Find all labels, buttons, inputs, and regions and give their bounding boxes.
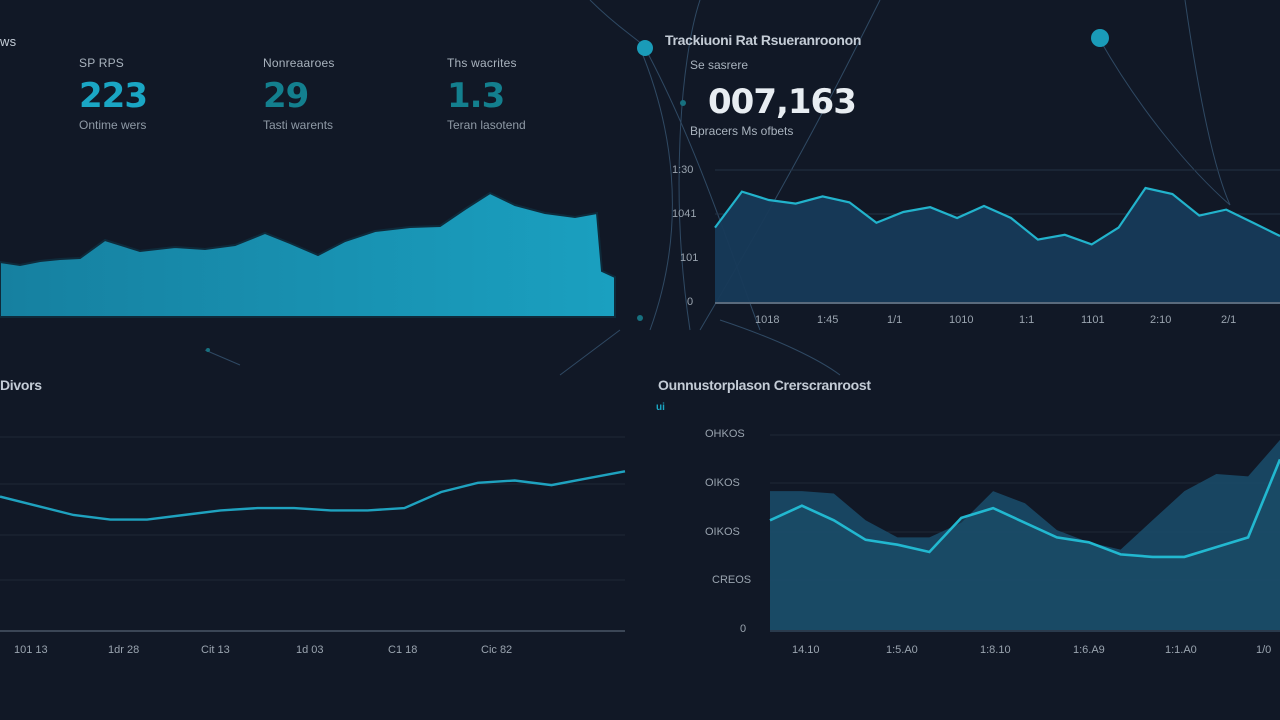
x-tick: 2/1	[1221, 314, 1237, 326]
x-tick: 1dr 28	[108, 644, 140, 656]
kpi-sub: Ontime wers	[79, 118, 147, 132]
kpi-sub: Teran lasotend	[447, 118, 526, 132]
y-tick: 1041	[672, 208, 697, 220]
x-tick: C1 18	[388, 644, 418, 656]
legend-marker: ui	[656, 402, 665, 413]
y-tick: 1:30	[672, 164, 694, 176]
y-tick: CREOS	[712, 574, 752, 586]
x-tick: 1/1	[887, 314, 903, 326]
kpi-label: SP RPS	[79, 56, 124, 70]
kpi-value: 1.3	[447, 76, 505, 116]
x-tick: 1:1	[1019, 314, 1035, 326]
panel-title: Ounnustorplason Crerscranroost	[658, 377, 871, 393]
x-tick: 1:8.10	[980, 644, 1011, 656]
x-tick: Cic 82	[481, 644, 513, 656]
x-tick: 14.10	[792, 644, 820, 656]
x-tick: 2:10	[1150, 314, 1172, 326]
kpi-label: Ths wacrites	[447, 56, 517, 70]
kpi-label: Nonreaaroes	[263, 56, 335, 70]
y-tick: 0	[740, 623, 747, 635]
kpi-card: SP RPS 223 Ontime wers	[79, 56, 148, 132]
node-dot	[637, 40, 653, 56]
x-tick: 1010	[949, 314, 974, 326]
x-tick: 1d 03	[296, 644, 324, 656]
y-tick: OIKOS	[705, 526, 740, 538]
x-tick: 1:45	[817, 314, 839, 326]
x-tick: 1018	[755, 314, 780, 326]
y-tick: 0	[687, 296, 694, 308]
node-dot	[637, 315, 643, 321]
headline-sub-label: Bpracers Ms ofbets	[690, 124, 794, 138]
kpi-card: Ths wacrites 1.3 Teran lasotend	[447, 56, 526, 132]
kpi-card: Nonreaaroes 29 Tasti warents	[263, 56, 335, 132]
panel-corner-label: ws	[0, 34, 17, 49]
x-tick: 1101	[1081, 314, 1105, 326]
kpi-value: 29	[263, 76, 309, 116]
node-dot	[680, 100, 686, 106]
x-tick: 1:5.A0	[886, 644, 918, 656]
x-tick: 1/0	[1256, 644, 1272, 656]
y-tick: OHKOS	[705, 428, 745, 440]
node-dot	[1091, 29, 1109, 47]
headline-value: 007,163	[708, 82, 857, 122]
node-dot	[206, 348, 210, 352]
x-tick: Cit 13	[201, 644, 230, 656]
panel-title: Divors	[0, 377, 42, 393]
y-tick: OIKOS	[705, 477, 740, 489]
panel-subtitle: Se sasrere	[690, 58, 749, 72]
x-tick: 1:1.A0	[1165, 644, 1197, 656]
x-tick: 101 13	[14, 644, 48, 656]
kpi-sub: Tasti warents	[263, 118, 334, 132]
x-tick: 1:6.A9	[1073, 644, 1105, 656]
y-tick: 101	[680, 252, 699, 264]
panel-title: Trackiuoni Rat Rsueranroonon	[665, 32, 862, 48]
kpi-value: 223	[79, 76, 148, 116]
